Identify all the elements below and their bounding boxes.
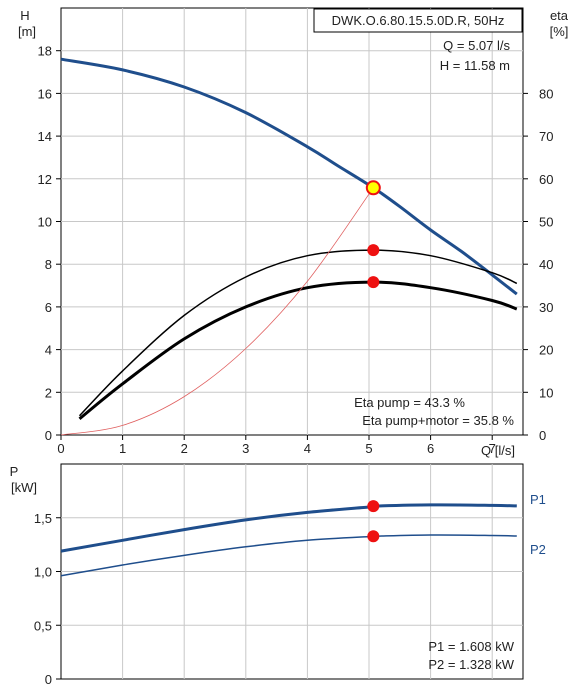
y-right-tick-label: 70 bbox=[539, 129, 553, 144]
y-left-tick-label: 6 bbox=[45, 300, 52, 315]
head-curve bbox=[60, 57, 518, 296]
y-right-tick-label: 30 bbox=[539, 300, 553, 315]
y-right-tick-label: 80 bbox=[539, 86, 553, 101]
x-tick-label: 5 bbox=[365, 441, 372, 456]
efficiency-point-marker bbox=[367, 244, 380, 257]
info-head: H = 11.58 m bbox=[440, 58, 510, 73]
power-y-label-line1: P bbox=[10, 464, 19, 479]
power-point-marker bbox=[367, 500, 380, 513]
head-plot-grid bbox=[61, 8, 523, 435]
info-p1: P1 = 1.608 kW bbox=[428, 639, 514, 654]
efficiency-point-marker bbox=[367, 276, 380, 289]
y-left-tick-label: 14 bbox=[38, 129, 52, 144]
y-right-tick-label: 0 bbox=[539, 428, 546, 443]
y-right-tick-label: 20 bbox=[539, 343, 553, 358]
system-curve bbox=[60, 187, 374, 436]
y-right-tick-label: 40 bbox=[539, 257, 553, 272]
legend-p2: P2 bbox=[530, 542, 546, 557]
x-tick-label: 4 bbox=[304, 441, 311, 456]
power-plot-ticks: 0 0,5 1,0 1,5 bbox=[34, 511, 61, 687]
x-tick-label: 1 bbox=[119, 441, 126, 456]
operating-point-marker bbox=[365, 180, 381, 196]
power-plot-markers bbox=[367, 500, 380, 543]
y-left-tick-label: 8 bbox=[45, 257, 52, 272]
x-tick-label: 6 bbox=[427, 441, 434, 456]
info-flow: Q = 5.07 l/s bbox=[443, 38, 510, 53]
power-y-tick-label: 1,5 bbox=[34, 511, 52, 526]
legend-p1: P1 bbox=[530, 492, 546, 507]
y-left-tick-label: 12 bbox=[38, 172, 52, 187]
y-right-label-line2: [%] bbox=[550, 24, 569, 39]
eta-pump-motor-curve bbox=[78, 280, 518, 420]
eta-pump-curve bbox=[78, 249, 518, 417]
head-plot-markers bbox=[365, 180, 381, 289]
y-right-tick-label: 50 bbox=[539, 215, 553, 230]
p1-curve bbox=[60, 503, 517, 553]
info-p2: P2 = 1.328 kW bbox=[428, 657, 514, 672]
y-right-label-line1: eta bbox=[550, 8, 569, 23]
power-y-tick-label: 0,5 bbox=[34, 618, 52, 633]
info-eta-pump: Eta pump = 43.3 % bbox=[354, 395, 465, 410]
y-left-label-line1: H bbox=[20, 8, 29, 23]
power-y-tick-label: 0 bbox=[45, 672, 52, 687]
x-axis-label: Q [l/s] bbox=[481, 443, 515, 458]
x-tick-label: 3 bbox=[242, 441, 249, 456]
y-left-label-line2: [m] bbox=[18, 24, 36, 39]
x-tick-label: 0 bbox=[57, 441, 64, 456]
chart-title: DWK.O.6.80.15.5.0D.R, 50Hz bbox=[332, 13, 505, 28]
y-left-tick-label: 16 bbox=[38, 86, 52, 101]
p2-curve bbox=[60, 534, 517, 577]
power-y-label-line2: [kW] bbox=[11, 480, 37, 495]
y-left-tick-label: 2 bbox=[45, 385, 52, 400]
power-plot-series bbox=[60, 503, 517, 577]
y-left-tick-label: 10 bbox=[38, 215, 52, 230]
y-left-tick-label: 18 bbox=[38, 44, 52, 59]
info-eta-pump-motor: Eta pump+motor = 35.8 % bbox=[362, 413, 514, 428]
power-y-tick-label: 1,0 bbox=[34, 565, 52, 580]
x-tick-label: 2 bbox=[181, 441, 188, 456]
power-point-marker bbox=[367, 530, 380, 543]
head-plot-series bbox=[60, 57, 518, 436]
y-right-tick-label: 10 bbox=[539, 385, 553, 400]
y-left-tick-label: 4 bbox=[45, 343, 52, 358]
x-tick-label: 7 bbox=[489, 441, 496, 456]
y-right-tick-label: 60 bbox=[539, 172, 553, 187]
y-left-tick-label: 0 bbox=[45, 428, 52, 443]
power-plot-grid bbox=[61, 464, 523, 679]
title-box bbox=[313, 8, 523, 33]
